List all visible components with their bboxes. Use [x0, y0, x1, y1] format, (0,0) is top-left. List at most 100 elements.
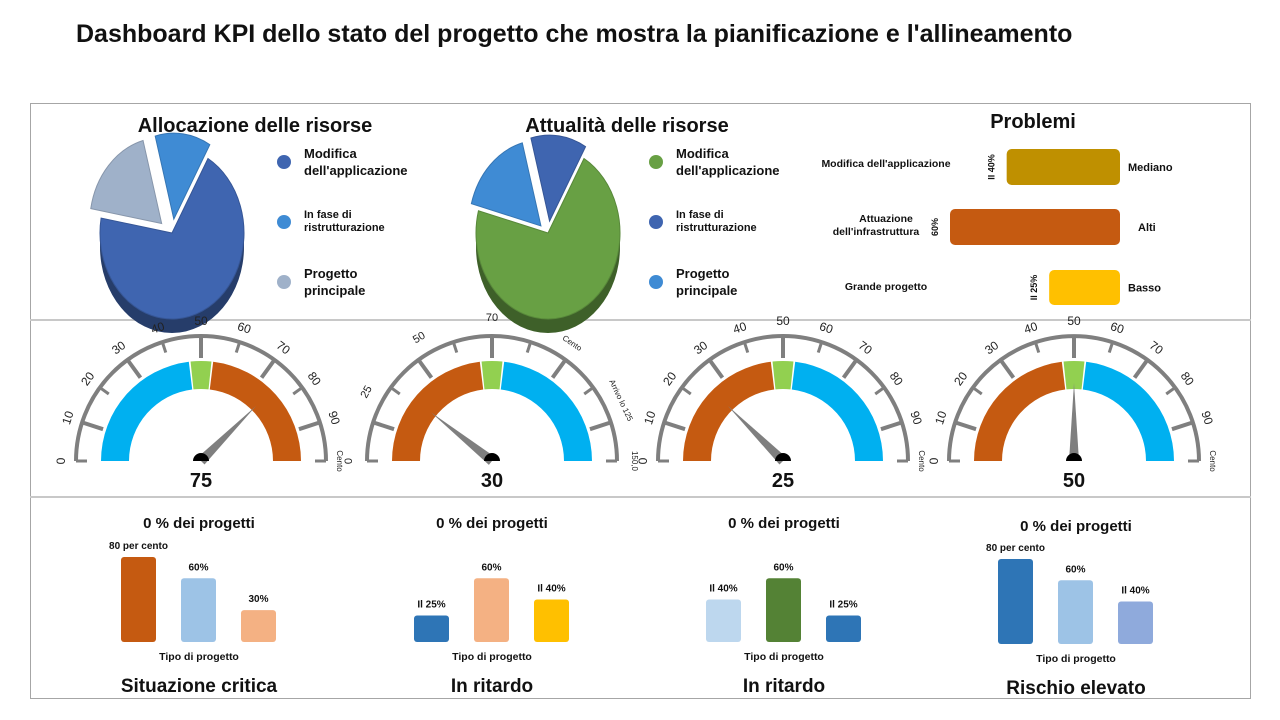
pie-title: Allocazione delle risorse [138, 115, 373, 137]
gauge-tick [663, 420, 686, 432]
bar [1058, 580, 1093, 644]
legend-marker [649, 215, 663, 229]
bar-xlabel: Tipo di progetto [744, 651, 824, 663]
gauge-value: 30 [481, 470, 503, 492]
gauge-tick [954, 420, 977, 432]
gauge-hub [775, 453, 791, 461]
gauge-band [190, 361, 212, 390]
bar-value-label: Il 25% [417, 599, 445, 610]
legend-label: In fase di ristrutturazione [304, 209, 385, 234]
gauge-tick-label: 90 [907, 409, 925, 426]
problems-chart: Problemi Modifica dell'applicazione Il 40%… [821, 111, 1173, 305]
bar [706, 599, 741, 642]
gauge-tick-label: 50 [194, 314, 208, 328]
bar-xlabel: Tipo di progetto [452, 651, 532, 663]
bar-value-label: 60% [773, 562, 793, 573]
bar-chart-heading: 0 % dei progetti [143, 515, 255, 532]
problem-label: Modifica dell'applicazione [821, 158, 950, 170]
problem-percent: 60% [930, 218, 940, 236]
gauge-hub [193, 453, 209, 461]
bar-chart-heading: 0 % dei progetti [1020, 518, 1132, 535]
gauge-needle [727, 405, 787, 465]
legend-marker [649, 155, 663, 169]
gauge-band [500, 361, 592, 461]
problem-status: Alti [1138, 222, 1156, 234]
gauge-tick-label: 50 [1067, 314, 1081, 328]
gauge-band [974, 361, 1066, 461]
gauge-tick-label: 40 [149, 319, 166, 337]
gauge-tick-label: 10 [59, 409, 77, 426]
gauge-hub [1066, 453, 1082, 461]
gauge-tick [1171, 420, 1194, 432]
bar-chart-heading: 0 % dei progetti [436, 515, 548, 532]
gauge-tick-label: 40 [731, 319, 748, 337]
gauge-tick-label: 20 [660, 369, 679, 388]
legend-label: In fase di ristrutturazione [676, 209, 757, 234]
bar-chart-footer: In ritardo [451, 676, 533, 697]
page-title: Dashboard KPI dello stato del progetto c… [76, 20, 1073, 48]
bar [534, 599, 569, 642]
gauge-tick-label: 25 [358, 384, 374, 401]
gauge-tick-label: 0 [54, 457, 68, 464]
gauge-band [791, 361, 883, 461]
gauge-tick [707, 358, 725, 379]
gauge-tick-label: 70 [486, 312, 498, 324]
gauge-tick-label: 20 [951, 369, 970, 388]
gauge-tick-label: 10 [932, 409, 950, 426]
gauge-tick-label: 80 [305, 369, 324, 388]
gauge-tick [259, 358, 277, 379]
bar-chart-2: 0 % dei progetti Il 25% 60% Il 40% Tipo di p… [414, 515, 569, 697]
gauge-band [392, 361, 484, 461]
bar [414, 615, 449, 642]
gauge-band [481, 361, 503, 390]
gauge-needle [1069, 383, 1079, 461]
gauge-tick-label: 40 [1022, 319, 1039, 337]
gauge-tick-label: 50 [776, 314, 790, 328]
bar-xlabel: Tipo di progetto [1036, 653, 1116, 665]
bar-value-label: Il 40% [709, 584, 737, 595]
gauge-tick-label: 0 [343, 458, 355, 464]
gauge-tick-label: 0 [927, 457, 941, 464]
gauge-tick-label: Cento [335, 450, 344, 472]
divider [30, 496, 1251, 498]
pie-slice [475, 157, 621, 320]
gauge-tick [525, 341, 533, 354]
legend-marker [277, 215, 291, 229]
bar-chart-footer: In ritardo [743, 676, 825, 697]
gauge-hub [484, 453, 500, 461]
bar [474, 578, 509, 642]
gauge-tick-label: 80 [887, 369, 906, 388]
gauge-band [1063, 361, 1085, 390]
bar [1118, 601, 1153, 644]
gauge-tick-label: 30 [109, 338, 128, 357]
gauge-tick-label: 80 [1178, 369, 1197, 388]
gauge-tick-label: 150,0 [630, 451, 639, 472]
gauge-tick [292, 386, 304, 396]
gauge-tick-label: 60 [818, 319, 835, 337]
bar [998, 559, 1033, 644]
gauge-tick [451, 341, 459, 354]
gauge-needle [431, 412, 496, 465]
gauge-tick [589, 420, 612, 432]
gauge-tick [880, 420, 903, 432]
gauge-tick-label: Cento [561, 333, 584, 353]
gauge-value: 50 [1063, 470, 1085, 492]
problem-status: Mediano [1128, 162, 1173, 174]
bar-chart-footer: Situazione critica [121, 676, 278, 697]
gauge-tick [81, 420, 104, 432]
pie-title: Attualità delle risorse [525, 115, 728, 137]
pie-slice [99, 157, 245, 320]
gauge-tick-label: 60 [1109, 319, 1126, 337]
pie-slice [90, 139, 163, 225]
pie-chart-2: Attualità delle risorse Modifica dell'appl… [470, 115, 780, 333]
problem-bar [1049, 270, 1120, 305]
gauge-value: 75 [190, 470, 212, 492]
gauge-tick [389, 386, 401, 396]
gauge-tick [742, 341, 750, 354]
gauge-tick-label: 70 [274, 338, 293, 357]
problem-status: Basso [1128, 283, 1161, 295]
gauge-tick-label: 0 [636, 457, 650, 464]
gauge-tick-label: Cento [1208, 450, 1217, 472]
pie-slice [530, 134, 587, 223]
gauge-2: 30 0 25 50 70 Cento Arrivo lo 125 150,0 [343, 312, 639, 492]
